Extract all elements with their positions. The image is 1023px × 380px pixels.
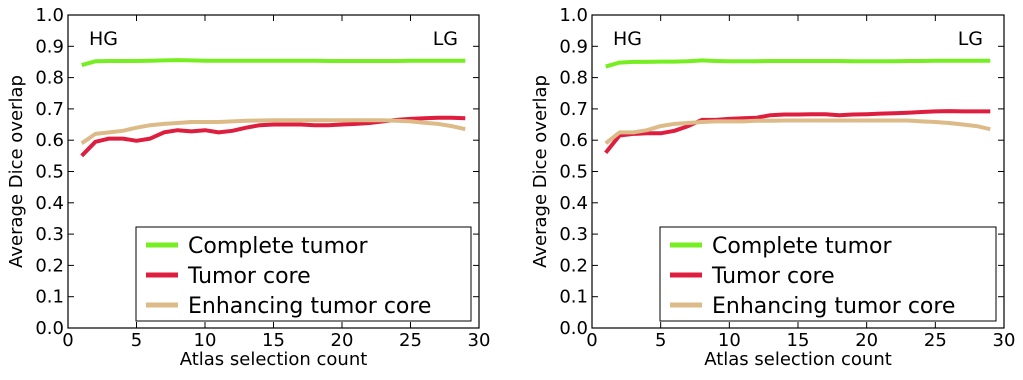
x-tick-label: 25: [924, 330, 947, 351]
y-tick-label: 0.6: [559, 130, 588, 151]
x-tick-label: 30: [993, 330, 1016, 351]
legend: Complete tumor Tumor core Enhancing tumor …: [659, 226, 997, 322]
legend: Complete tumor Tumor core Enhancing tumor …: [135, 226, 472, 322]
x-tick-label: 25: [399, 330, 422, 351]
series-line-enhancing-tumor-core: [80, 118, 466, 145]
x-tick-label: 5: [131, 330, 142, 351]
legend-box: [135, 226, 472, 322]
x-tick-label: 5: [655, 330, 666, 351]
legend-label: Enhancing tumor core: [712, 294, 955, 319]
series-line-complete-tumor: [81, 58, 466, 68]
y-tick-label: 0.5: [559, 162, 588, 183]
y-tick-label: 0.8: [35, 68, 64, 89]
legend-label: Complete tumor: [188, 234, 368, 259]
y-tick-label: 1.0: [559, 5, 588, 26]
x-tick-label: 20: [855, 330, 878, 351]
y-tick-label: 0.5: [35, 162, 64, 183]
chart-panel-1: 0 5 10 15 20 25 30 0.0 0.1 0.2 0.3 0.4 0.5 0.6 0.7 0.8 0…: [6, 5, 490, 370]
y-tick-label: 0.9: [35, 36, 64, 57]
y-tick-label: 1.0: [35, 5, 64, 26]
y-tick-label: 0.3: [559, 224, 588, 245]
chart-panel-2: 0 5 10 15 20 25 30 0.0 0.1 0.2 0.3 0.4 0.5 0.6 0.7 0.8 0…: [530, 5, 1015, 370]
legend-label: Tumor core: [187, 264, 311, 289]
y-tick-label: 0.8: [559, 68, 588, 89]
legend-label: Complete tumor: [712, 234, 892, 259]
series-line-tumor-core: [604, 109, 991, 154]
y-tick-label: 0.4: [35, 193, 64, 214]
y-tick-label: 0.1: [35, 287, 64, 308]
y-tick-label: 0.6: [35, 130, 64, 151]
x-tick-label: 30: [468, 330, 491, 351]
series-line-enhancing-tumor-core: [604, 118, 991, 145]
x-tick-label: 20: [331, 330, 354, 351]
annotation-hg: HG: [613, 28, 642, 50]
x-tick-label: 15: [262, 330, 285, 351]
y-tick-label: 0.2: [35, 255, 64, 276]
annotation-hg: HG: [89, 28, 118, 50]
y-axis-label: Average Dice overlap: [530, 75, 551, 268]
series-line-complete-tumor: [605, 58, 991, 69]
x-tick-label: 15: [787, 330, 810, 351]
y-tick-label: 0.1: [559, 287, 588, 308]
legend-label: Tumor core: [711, 264, 835, 289]
x-axis-label: Atlas selection count: [180, 349, 368, 370]
annotation-lg: LG: [958, 28, 983, 50]
y-tick-label: 0.0: [559, 318, 588, 339]
y-tick-label: 0.2: [559, 255, 588, 276]
y-tick-label: 0.0: [35, 318, 64, 339]
x-tick-label: 10: [718, 330, 741, 351]
legend-box: [659, 226, 997, 322]
x-tick-label: 0: [586, 330, 597, 351]
annotation-lg: LG: [433, 28, 458, 50]
y-axis-label: Average Dice overlap: [6, 75, 27, 268]
x-tick-label: 0: [62, 330, 73, 351]
y-tick-label: 0.4: [559, 193, 588, 214]
y-tick-label: 0.7: [559, 99, 588, 120]
y-tick-label: 0.9: [559, 36, 588, 57]
y-tick-label: 0.3: [35, 224, 64, 245]
y-tick-label: 0.7: [35, 99, 64, 120]
x-axis-label: Atlas selection count: [704, 349, 892, 370]
x-tick-label: 10: [194, 330, 217, 351]
legend-label: Enhancing tumor core: [188, 294, 431, 319]
